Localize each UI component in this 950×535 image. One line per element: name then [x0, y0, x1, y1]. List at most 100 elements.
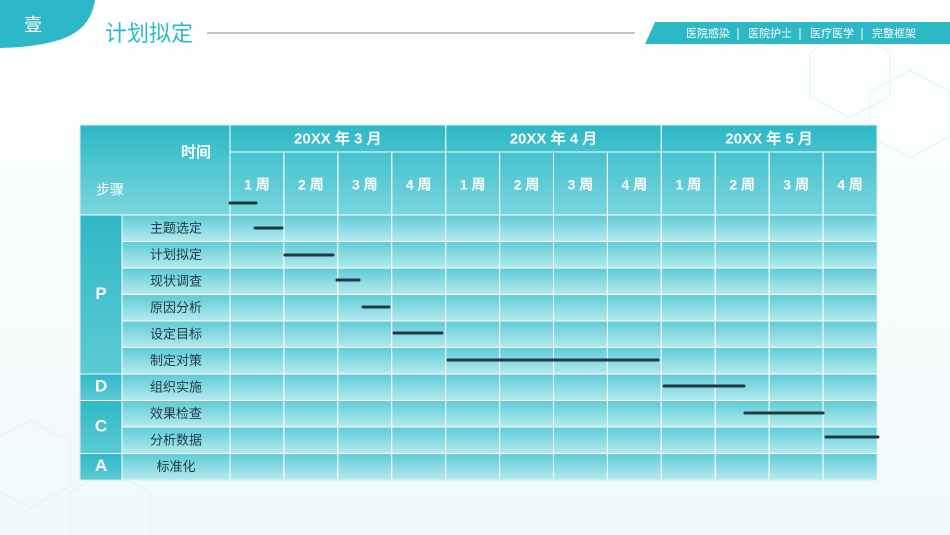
grid-cell [499, 267, 555, 295]
grid-cell [445, 214, 501, 242]
grid-cell [606, 426, 662, 454]
grid-cell [768, 373, 824, 401]
grid-cell [714, 453, 770, 481]
grid-cell [283, 400, 339, 428]
grid-cell [445, 400, 501, 428]
grid-cell [768, 347, 824, 375]
task-cell [121, 373, 231, 401]
grid-cell [606, 294, 662, 322]
grid-cell [768, 320, 824, 348]
task: 组织实施 [150, 380, 202, 395]
grid-cell [337, 320, 393, 348]
grid-cell [391, 426, 447, 454]
tag: 完整框架 [872, 26, 916, 40]
grid-cell [391, 453, 447, 481]
grid-cell [553, 400, 608, 428]
grid-cell [768, 294, 824, 322]
grid-cell [445, 320, 501, 348]
corner-top: 时间 [181, 143, 211, 161]
grid-cell [606, 320, 662, 348]
grid-cell [660, 453, 716, 481]
grid-cell [445, 373, 501, 401]
badge-shape [0, 0, 95, 48]
grid-cell [337, 453, 393, 481]
grid-cell [822, 453, 878, 481]
grid-cell [714, 294, 770, 322]
grid-cell [714, 426, 770, 454]
grid-cell [822, 347, 878, 375]
grid-cell [822, 373, 878, 401]
grid-cell [391, 347, 447, 375]
grid-cell [768, 214, 824, 242]
grid-cell [660, 426, 716, 454]
grid-cell [445, 267, 501, 295]
grid-cell [445, 426, 501, 454]
grid-cell [660, 347, 716, 375]
header-bg [80, 125, 877, 215]
tag: 医疗医学 [810, 26, 854, 40]
grid-cell [714, 241, 770, 269]
grid-cell [499, 241, 555, 269]
grid-cell [391, 373, 447, 401]
task: 原因分析 [150, 300, 202, 315]
task: 分析数据 [150, 433, 202, 448]
grid-cell [714, 320, 770, 348]
title: 计划拟定 [105, 21, 193, 46]
grid-cell [283, 347, 339, 375]
grid-cell [391, 294, 447, 322]
grid-cell [337, 347, 393, 375]
week: 1 周 [460, 177, 486, 193]
task: 标准化 [156, 459, 195, 474]
grid-cell [553, 373, 608, 401]
grid-cell [553, 294, 608, 322]
task: 主题选定 [150, 221, 202, 236]
grid-cell [606, 267, 662, 295]
grid-cell [229, 373, 285, 401]
grid-cell [229, 267, 285, 295]
corner-bottom: 步骤 [96, 182, 124, 198]
task-cell [121, 267, 231, 295]
grid-cell [660, 400, 716, 428]
tag: 医院感染 [686, 26, 730, 40]
tag-banner [645, 22, 950, 44]
week: 4 周 [837, 177, 863, 193]
phase: D [95, 377, 107, 396]
week: 1 周 [675, 177, 701, 193]
decor [0, 29, 950, 535]
badge: 壹 [24, 15, 42, 35]
task-cell [121, 320, 231, 348]
task: 计划拟定 [150, 247, 202, 262]
grid-cell [499, 214, 555, 242]
grid-cell [553, 241, 608, 269]
month: 20XX 年 5 月 [725, 129, 813, 147]
week: 3 周 [568, 177, 594, 193]
task-cell [121, 426, 231, 454]
grid-cell [714, 214, 770, 242]
grid-cell [229, 453, 285, 481]
grid-cell [283, 373, 339, 401]
grid-cell [553, 267, 608, 295]
grid-cell [229, 294, 285, 322]
grid-cell [822, 294, 878, 322]
phase-cell [79, 373, 123, 401]
phase: A [95, 456, 107, 475]
task-cell [121, 453, 231, 481]
grid-cell [499, 294, 555, 322]
month: 20XX 年 4 月 [510, 129, 598, 147]
grid-cell [337, 426, 393, 454]
week: 3 周 [783, 177, 809, 193]
grid-cell [229, 400, 285, 428]
grid-cell [337, 214, 393, 242]
grid-cell [822, 400, 878, 428]
grid-cell [445, 453, 501, 481]
task: 效果检查 [150, 406, 202, 421]
grid-cell [499, 426, 555, 454]
phase: P [95, 284, 106, 303]
task: 设定目标 [150, 327, 202, 342]
grid-cell [714, 267, 770, 295]
phase: C [95, 416, 107, 435]
week: 3 周 [352, 177, 378, 193]
grid-cell [283, 320, 339, 348]
